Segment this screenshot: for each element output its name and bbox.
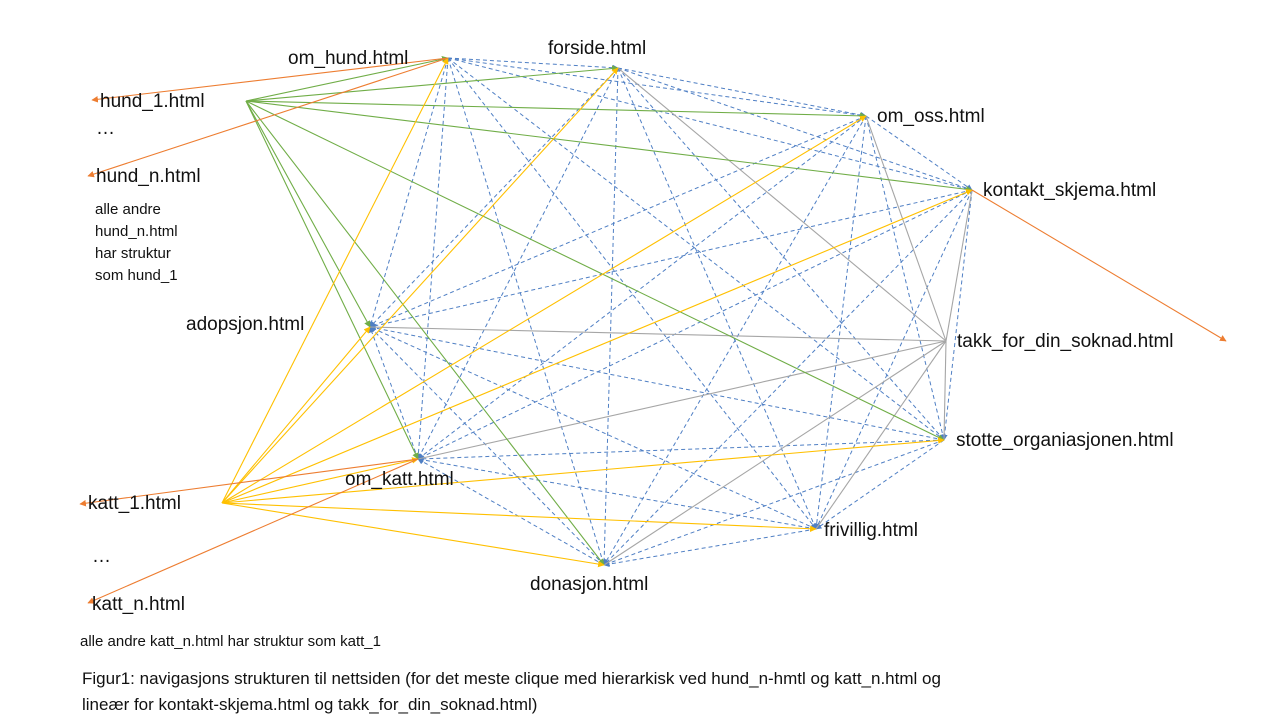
caption-line: Figur1: navigasjons strukturen til netts…: [82, 669, 941, 688]
takk-edge: [417, 340, 947, 460]
clique-edge: [603, 115, 867, 566]
node-takk-for-din-soknad: takk_for_din_soknad.html: [957, 331, 1174, 352]
node-forside: forside.html: [548, 38, 646, 59]
hund-note-line: alle andre: [95, 201, 161, 218]
takk-edge: [865, 115, 947, 342]
node-om-hund: om_hund.html: [288, 48, 408, 69]
hund-edge: [245, 100, 867, 120]
caption-line: lineær for kontakt-skjema.html og takk_f…: [82, 695, 538, 714]
hierarchy-edge: [79, 458, 419, 507]
clique-edge: [417, 439, 945, 462]
figure-caption: Figur1: navigasjons strukturen til netts…: [82, 666, 1142, 718]
clique-edge: [447, 57, 867, 119]
takk-edge: [815, 340, 947, 530]
clique-edge: [617, 67, 867, 118]
clique-edge: [369, 325, 945, 441]
clique-edge: [417, 456, 817, 530]
katt-edge: [221, 502, 817, 533]
clique-edge: [617, 67, 945, 441]
clique-edge: [368, 57, 449, 328]
node-katt-n: katt_n.html: [92, 594, 185, 615]
katt-structure-note: alle andre katt_n.html har struktur som …: [80, 631, 381, 653]
clique-edge: [941, 189, 973, 441]
hund-edge: [245, 100, 945, 441]
clique-edge: [447, 57, 619, 71]
node-donasjon: donasjon.html: [530, 574, 648, 595]
hund-edge: [245, 100, 605, 566]
clique-edge: [603, 189, 973, 566]
hierarchy-edge: [91, 57, 449, 103]
node-katt-1: katt_1.html: [88, 493, 181, 514]
clique-edge: [865, 115, 973, 191]
clique-edge: [815, 439, 945, 530]
katt-edge: [221, 457, 419, 504]
clique-edge: [603, 439, 945, 566]
takk-edge: [617, 67, 947, 342]
hund-edge: [245, 100, 419, 460]
katt-note-text: alle andre katt_n.html har struktur som …: [80, 633, 381, 650]
node-om-oss: om_oss.html: [877, 106, 985, 127]
hund-note-line: som hund_1: [95, 267, 178, 284]
hund-ellipsis: …: [96, 118, 115, 139]
hund-edge: [245, 56, 449, 102]
clique-edge: [815, 189, 973, 530]
clique-edge: [417, 115, 867, 460]
edges-layer: [79, 56, 1227, 604]
node-kontakt-skjema: kontakt_skjema.html: [983, 180, 1156, 201]
katt-edge: [221, 115, 867, 504]
clique-edge: [417, 458, 605, 566]
katt-edge: [221, 57, 449, 504]
clique-edge: [601, 67, 619, 566]
clique-edge: [415, 57, 449, 460]
katt-edge: [221, 189, 973, 504]
katt-edge: [221, 437, 945, 504]
hund-edge: [245, 65, 619, 102]
clique-edge: [813, 115, 867, 530]
clique-edge: [865, 115, 946, 441]
clique-edge: [417, 189, 973, 460]
clique-edge: [369, 326, 419, 460]
node-frivillig: frivillig.html: [824, 520, 918, 541]
katt-edge: [221, 67, 619, 504]
clique-edge: [369, 67, 619, 328]
hierarchy-edge: [87, 458, 419, 604]
clique-edge: [369, 115, 867, 328]
takk-edge: [943, 340, 947, 441]
takk-edge: [603, 340, 947, 566]
node-hund-1: hund_1.html: [100, 91, 205, 112]
clique-edge: [369, 189, 973, 329]
hund-note-line: hund_n.html: [95, 223, 178, 240]
node-om-katt: om_katt.html: [345, 469, 454, 490]
clique-edge: [417, 67, 619, 460]
node-hund-n: hund_n.html: [96, 166, 201, 187]
node-stotte-organiasjonen: stotte_organiasjonen.html: [956, 430, 1174, 451]
katt-ellipsis: …: [92, 546, 111, 567]
node-adopsjon: adopsjon.html: [186, 314, 304, 335]
hund-note-line: har struktur: [95, 245, 171, 262]
katt-edge: [221, 326, 371, 504]
hund-edge: [245, 100, 973, 193]
linear-edge: [971, 189, 1227, 342]
hierarchy-edge: [87, 57, 449, 178]
clique-edge: [369, 326, 605, 566]
takk-edge: [945, 189, 973, 342]
hund-edge: [245, 100, 371, 328]
clique-edge: [447, 57, 817, 530]
clique-edge: [603, 528, 817, 568]
clique-edge: [447, 57, 945, 441]
clique-edge: [369, 326, 817, 530]
katt-edge: [221, 502, 605, 568]
takk-edge: [369, 326, 947, 342]
clique-edge: [447, 57, 606, 566]
hund-structure-note: alle andre hund_n.html har struktur som …: [95, 199, 178, 287]
